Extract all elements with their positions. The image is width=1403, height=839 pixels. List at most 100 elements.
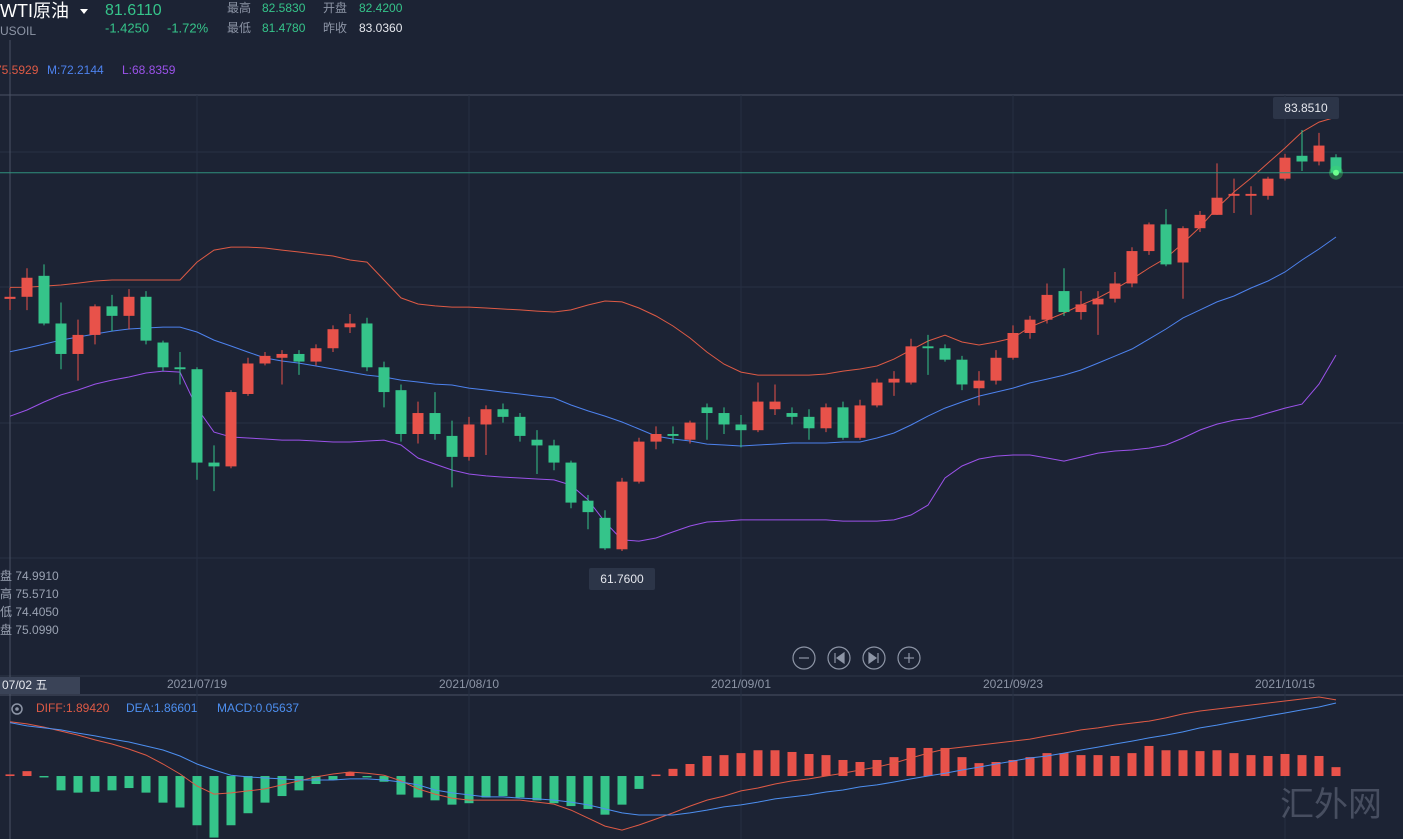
forward-button[interactable] — [862, 646, 886, 670]
annotation-label: 83.8510 — [1284, 101, 1328, 115]
macd-bar — [1195, 751, 1205, 777]
stat-label: 昨收 — [323, 21, 347, 35]
macd-bar — [22, 771, 32, 777]
candle-body — [497, 409, 509, 417]
crosshair-date: 07/02 五 — [2, 678, 47, 692]
macd-bar — [957, 757, 967, 777]
candle-body — [72, 334, 84, 354]
macd-bar — [464, 776, 474, 804]
zoom-in-button[interactable] — [897, 646, 921, 670]
macd-bar — [1042, 753, 1052, 777]
macd-bar — [1110, 755, 1120, 777]
candle-body — [395, 390, 407, 434]
stat-value: 82.4200 — [359, 1, 403, 15]
macd-bar — [39, 776, 49, 778]
macd-bar — [770, 750, 780, 777]
macd-bar — [396, 776, 406, 795]
macd-bar — [1229, 753, 1239, 777]
candle-body — [922, 346, 934, 349]
candle-body — [854, 405, 866, 438]
macd-bar — [804, 753, 814, 777]
rewind-button[interactable] — [827, 646, 851, 670]
last-price: 81.6110 — [105, 2, 162, 19]
candle-body — [293, 353, 305, 362]
macd-bar — [753, 750, 763, 777]
macd-bar — [1246, 755, 1256, 777]
macd-bar — [413, 776, 423, 798]
candle-body — [786, 413, 798, 417]
stat-label: 最低 — [227, 21, 251, 35]
macd-bar — [328, 776, 338, 781]
candle-body — [1330, 157, 1342, 173]
macd-bar — [906, 747, 916, 777]
crosshair-readout: 最高 75.5710 — [0, 586, 59, 601]
macd-bar — [56, 776, 66, 791]
candle-body — [259, 355, 271, 364]
stat-value: 81.4780 — [262, 21, 306, 35]
candle-body — [378, 367, 390, 393]
macd-bar — [481, 776, 491, 798]
macd-bar — [940, 747, 950, 777]
macd-bar — [226, 776, 236, 826]
symbol-dropdown[interactable] — [80, 9, 88, 14]
candle-body — [803, 416, 815, 429]
candle-body — [990, 357, 1002, 381]
candle-body — [837, 407, 849, 438]
macd-bar — [855, 761, 865, 777]
candle-body — [1007, 333, 1019, 358]
candle-body — [157, 342, 169, 368]
candle-body — [752, 401, 764, 431]
macd-bar — [345, 772, 355, 777]
candle-body — [973, 380, 985, 389]
candle-body — [905, 346, 917, 383]
macd-bar — [532, 776, 542, 801]
x-tick-label: 2021/09/23 — [983, 677, 1043, 691]
candle-body — [225, 392, 237, 467]
macd-bar — [1297, 755, 1307, 777]
macd-bar — [1280, 753, 1290, 777]
macd-bar — [5, 774, 15, 777]
x-tick-label: 2021/09/01 — [711, 677, 771, 691]
zoom-out-button[interactable] — [792, 646, 816, 670]
candle-body — [599, 517, 611, 549]
x-tick-label: 2021/10/15 — [1255, 677, 1315, 691]
macd-bar — [991, 761, 1001, 777]
candle-body — [820, 407, 832, 429]
macd-bar — [787, 751, 797, 777]
macd-bar — [889, 757, 899, 777]
candle-body — [1177, 228, 1189, 263]
macd-bar — [515, 776, 525, 798]
macd-bar — [821, 755, 831, 777]
macd-bar — [1212, 750, 1222, 777]
macd-bar — [73, 776, 83, 793]
candle-body — [480, 409, 492, 425]
candle-body — [1245, 193, 1257, 196]
candle-body — [4, 296, 16, 299]
macd-bar — [583, 776, 593, 809]
watermark: 汇外网 — [1280, 786, 1382, 824]
settings-icon[interactable] — [11, 703, 23, 715]
candle-body — [1143, 224, 1155, 252]
macd-bar — [923, 747, 933, 777]
macd-bar — [974, 763, 984, 777]
macd-bar — [872, 759, 882, 777]
macd-bar — [1263, 755, 1273, 777]
macd-bar — [1076, 755, 1086, 777]
zoom-controls — [792, 646, 921, 670]
macd-bar — [634, 776, 644, 789]
macd-bar — [600, 776, 610, 815]
macd-bar — [1161, 750, 1171, 777]
candle-body — [106, 306, 118, 316]
macd-bar — [192, 776, 202, 826]
macd-bar — [1008, 759, 1018, 777]
macd-bar — [175, 776, 185, 808]
candle-body — [463, 424, 475, 457]
macd-bar — [243, 776, 253, 814]
macd-bar — [549, 776, 559, 804]
candle-body — [633, 441, 645, 482]
macd-bar — [1059, 753, 1069, 777]
stat-label: 最高 — [227, 0, 251, 15]
candle-body — [1109, 283, 1121, 299]
macd-bar — [294, 776, 304, 791]
macd-line — [9, 696, 1337, 831]
